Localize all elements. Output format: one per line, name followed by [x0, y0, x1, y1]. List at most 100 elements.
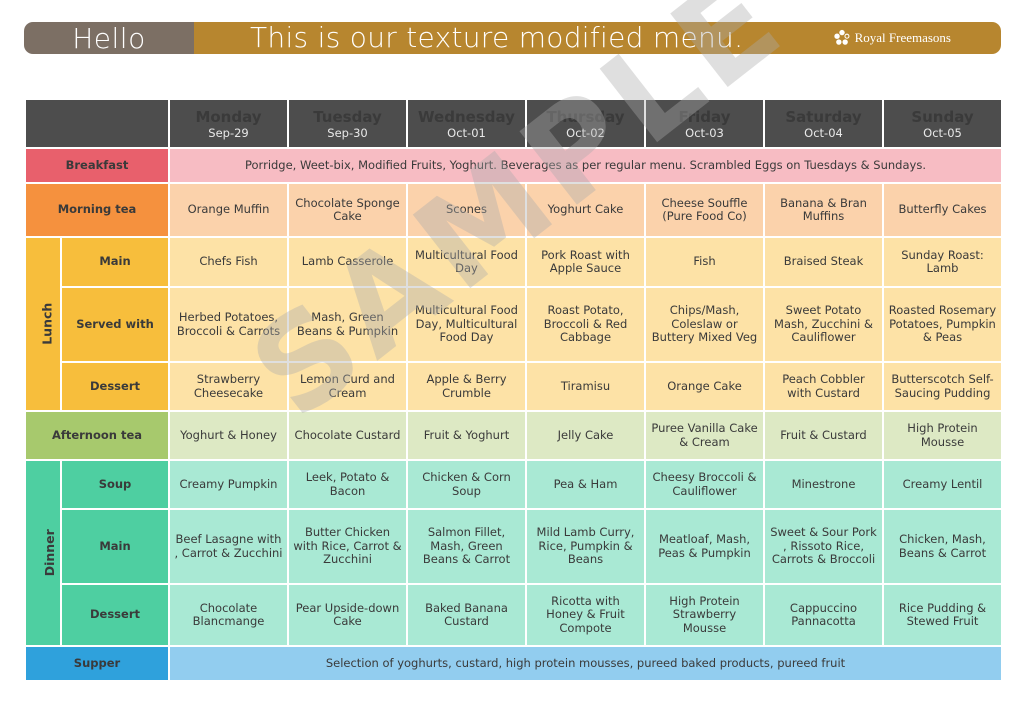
lunch-served-with-label: Served with	[60, 286, 170, 363]
dinner-main-label: Main	[60, 508, 170, 585]
morning-tea-row: Morning tea Orange Muffin Chocolate Spon…	[24, 182, 1003, 238]
day-header: Thursday Oct-02	[525, 98, 646, 149]
menu-cell: Multicultural Food Day, Multicultural Fo…	[406, 286, 527, 363]
dinner-dessert-label: Dessert	[60, 583, 170, 647]
menu-cell: Beef Lasagne with , Carrot & Zucchini	[168, 508, 289, 585]
supper-text: Selection of yoghurts, custard, high pro…	[168, 645, 1003, 682]
lunch-dessert-row: Dessert Strawberry Cheesecake Lemon Curd…	[25, 361, 1003, 412]
menu-cell: Orange Muffin	[168, 182, 289, 238]
corner-cell	[24, 98, 170, 149]
menu-cell: Strawberry Cheesecake	[168, 361, 289, 412]
day-name: Friday	[678, 107, 731, 126]
day-header: Tuesday Sep-30	[287, 98, 408, 149]
menu-cell: Cheesy Broccoli & Cauliflower	[644, 459, 765, 510]
menu-cell: Leek, Potato & Bacon	[287, 459, 408, 510]
day-date: Sep-30	[327, 125, 368, 140]
menu-cell: Mild Lamb Curry, Rice, Pumpkin & Beans	[525, 508, 646, 585]
day-date: Oct-01	[447, 125, 486, 140]
menu-cell: Tiramisu	[525, 361, 646, 412]
menu-cell: Creamy Pumpkin	[168, 459, 289, 510]
menu-cell: Salmon Fillet, Mash, Green Beans & Carro…	[406, 508, 527, 585]
lunch-label-text: Lunch	[39, 302, 55, 345]
menu-cell: Fruit & Yoghurt	[406, 410, 527, 461]
menu-cell: Baked Banana Custard	[406, 583, 527, 647]
afternoon-tea-row: Afternoon tea Yoghurt & Honey Chocolate …	[24, 410, 1003, 461]
menu-cell: Mash, Green Beans & Pumpkin	[287, 286, 408, 363]
menu-table: Monday Sep-29 Tuesday Sep-30 Wednesday Oct-…	[24, 98, 1003, 682]
menu-cell: Butterfly Cakes	[882, 182, 1003, 238]
day-header: Sunday Oct-05	[882, 98, 1003, 149]
day-date: Oct-03	[685, 125, 724, 140]
lunch-dessert-label: Dessert	[60, 361, 170, 412]
day-date: Oct-04	[804, 125, 843, 140]
menu-cell: Puree Vanilla Cake & Cream	[644, 410, 765, 461]
brand-logo: Royal Freemasons	[833, 27, 951, 49]
menu-cell: Lamb Casserole	[287, 236, 408, 288]
menu-cell: Yoghurt Cake	[525, 182, 646, 238]
menu-cell: Pear Upside-down Cake	[287, 583, 408, 647]
menu-cell: Jelly Cake	[525, 410, 646, 461]
menu-cell: High Protein Mousse	[882, 410, 1003, 461]
day-date: Oct-05	[923, 125, 962, 140]
menu-cell: Chocolate Sponge Cake	[287, 182, 408, 238]
breakfast-row: Breakfast Porridge, Weet-bix, Modified F…	[24, 147, 1003, 184]
supper-row: Supper Selection of yoghurts, custard, h…	[24, 645, 1003, 682]
breakfast-text: Porridge, Weet-bix, Modified Fruits, Yog…	[168, 147, 1003, 184]
menu-cell: Sweet & Sour Pork , Rissoto Rice, Carrot…	[763, 508, 884, 585]
menu-cell: Fish	[644, 236, 765, 288]
menu-cell: Roasted Rosemary Potatoes, Pumpkin & Pea…	[882, 286, 1003, 363]
dinner-main-row: Main Beef Lasagne with , Carrot & Zucchi…	[25, 508, 1003, 585]
menu-cell: Chips/Mash, Coleslaw or Buttery Mixed Ve…	[644, 286, 765, 363]
menu-cell: Sweet Potato Mash, Zucchini & Cauliflowe…	[763, 286, 884, 363]
morning-tea-label: Morning tea	[24, 182, 170, 238]
menu-cell: Butter Chicken with Rice, Carrot & Zucch…	[287, 508, 408, 585]
menu-cell: Pork Roast with Apple Sauce	[525, 236, 646, 288]
header-banner: Hello This is our texture modified menu.…	[24, 22, 1001, 54]
menu-cell: Ricotta with Honey & Fruit Compote	[525, 583, 646, 647]
menu-cell: High Protein Strawberry Mousse	[644, 583, 765, 647]
menu-cell: Scones	[406, 182, 527, 238]
menu-cell: Banana & Bran Muffins	[763, 182, 884, 238]
menu-cell: Butterscotch Self-Saucing Pudding	[882, 361, 1003, 412]
day-name: Monday	[195, 107, 262, 126]
day-date: Oct-02	[566, 125, 605, 140]
day-header: Friday Oct-03	[644, 98, 765, 149]
lunch-main-row: Lunch Main Chefs Fish Lamb Casserole Mul…	[24, 236, 1003, 412]
day-name: Thursday	[546, 107, 625, 126]
greeting: Hello	[24, 22, 194, 54]
menu-cell: Lemon Curd and Cream	[287, 361, 408, 412]
menu-cell: Creamy Lentil	[882, 459, 1003, 510]
page-title: This is our texture modified menu.	[250, 22, 744, 54]
menu-cell: Chicken, Mash, Beans & Carrot	[882, 508, 1003, 585]
dinner-dessert-row: Dessert Chocolate Blancmange Pear Upside…	[25, 583, 1003, 647]
menu-cell: Apple & Berry Crumble	[406, 361, 527, 412]
menu-cell: Peach Cobbler with Custard	[763, 361, 884, 412]
menu-cell: Sunday Roast: Lamb	[882, 236, 1003, 288]
menu-cell: Minestrone	[763, 459, 884, 510]
logo-text: Royal Freemasons	[854, 30, 951, 45]
menu-cell: Roast Potato, Broccoli & Red Cabbage	[525, 286, 646, 363]
menu-cell: Braised Steak	[763, 236, 884, 288]
supper-label: Supper	[24, 645, 170, 682]
lunch-served-with-row: Served with Herbed Potatoes, Broccoli & …	[25, 286, 1003, 363]
dinner-label: Dinner	[24, 459, 62, 647]
menu-cell: Herbed Potatoes, Broccoli & Carrots	[168, 286, 289, 363]
menu-cell: Pea & Ham	[525, 459, 646, 510]
menu-cell: Chefs Fish	[168, 236, 289, 288]
dinner-soup-label: Soup	[60, 459, 170, 510]
lunch-main-label: Main	[60, 236, 170, 288]
day-date: Sep-29	[208, 125, 249, 140]
menu-cell: Cheese Souffle (Pure Food Co)	[644, 182, 765, 238]
menu-cell: Chicken & Corn Soup	[406, 459, 527, 510]
menu-cell: Cappuccino Pannacotta	[763, 583, 884, 647]
breakfast-label: Breakfast	[24, 147, 170, 184]
day-header: Saturday Oct-04	[763, 98, 884, 149]
menu-cell: Orange Cake	[644, 361, 765, 412]
dinner-label-text: Dinner	[41, 528, 57, 577]
flower-logo-icon	[833, 29, 850, 45]
dinner-soup-row: Dinner Soup Creamy Pumpkin Leek, Potato …	[24, 459, 1003, 647]
day-name: Tuesday	[313, 107, 382, 126]
menu-cell: Rice Pudding & Stewed Fruit	[882, 583, 1003, 647]
menu-cell: Chocolate Blancmange	[168, 583, 289, 647]
day-name: Sunday	[911, 107, 974, 126]
